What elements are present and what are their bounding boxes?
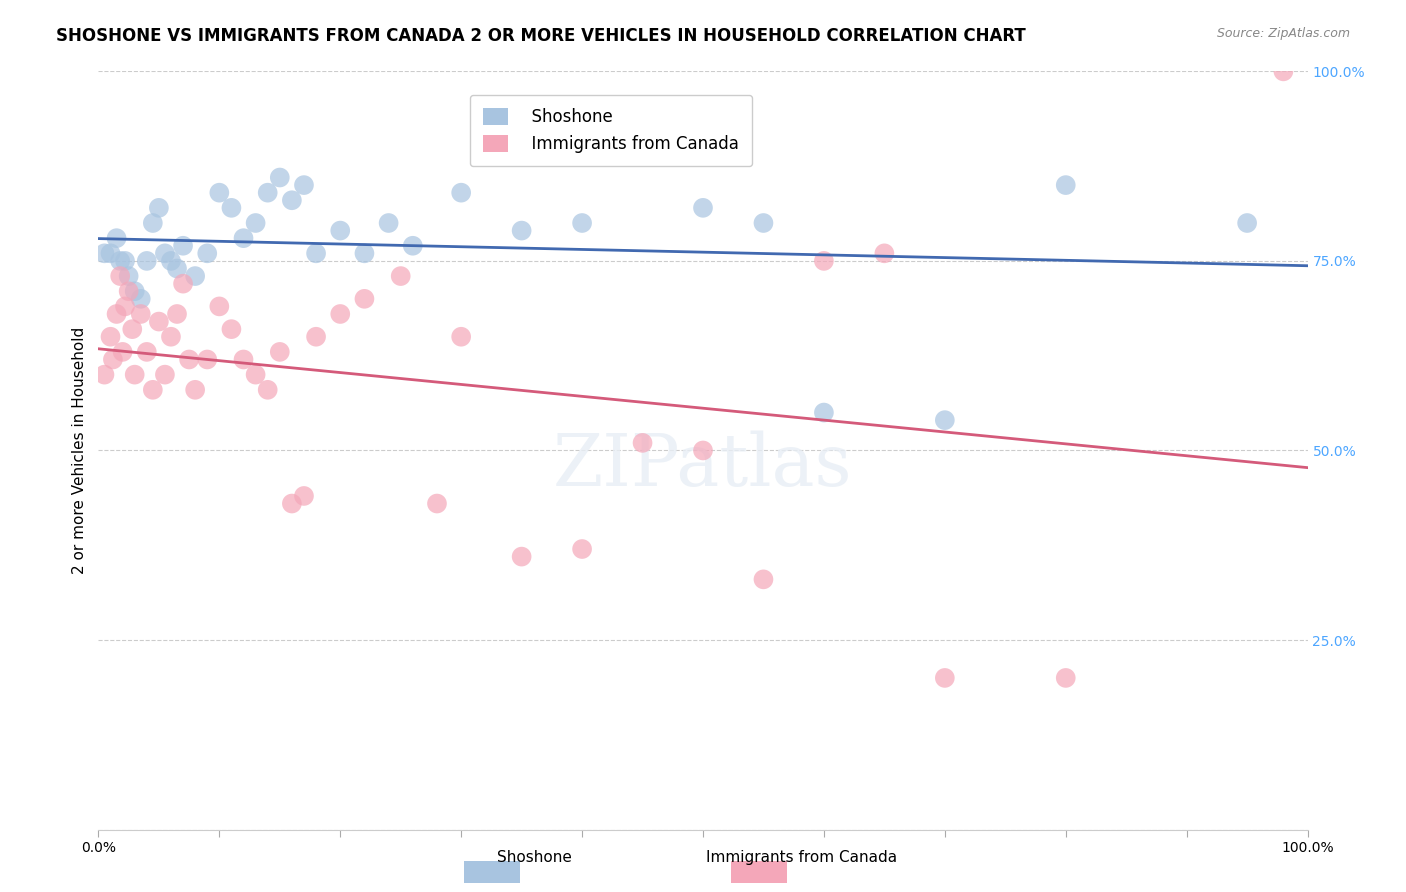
Point xyxy=(571,541,593,557)
Point xyxy=(245,216,267,230)
Point xyxy=(93,246,115,260)
Point xyxy=(111,344,134,359)
Point xyxy=(93,368,115,382)
Point xyxy=(153,246,176,260)
Point xyxy=(160,330,183,344)
Point xyxy=(166,307,188,321)
Point xyxy=(179,352,201,367)
Point xyxy=(571,216,593,230)
Point xyxy=(108,269,131,284)
Point xyxy=(269,344,291,359)
Point xyxy=(153,368,176,382)
Point xyxy=(108,253,131,268)
Point xyxy=(692,201,714,215)
Point xyxy=(160,253,183,268)
Point xyxy=(105,307,128,321)
Point xyxy=(129,292,152,306)
Point xyxy=(124,368,146,382)
Point xyxy=(114,300,136,314)
Point xyxy=(195,352,218,367)
Point xyxy=(129,307,152,321)
Point xyxy=(873,246,896,260)
Point xyxy=(305,246,328,260)
Point xyxy=(135,344,157,359)
Point xyxy=(148,201,170,215)
Point xyxy=(305,330,328,344)
Point xyxy=(245,368,267,382)
Point xyxy=(195,246,218,260)
Text: Source: ZipAtlas.com: Source: ZipAtlas.com xyxy=(1216,27,1350,40)
Point xyxy=(402,238,425,253)
Point xyxy=(934,671,956,685)
Point xyxy=(450,330,472,344)
Y-axis label: 2 or more Vehicles in Household: 2 or more Vehicles in Household xyxy=(72,326,87,574)
Point xyxy=(256,186,278,200)
Point xyxy=(329,223,352,237)
Point xyxy=(813,253,835,268)
Point xyxy=(121,322,143,336)
Point xyxy=(114,253,136,268)
Point xyxy=(353,246,375,260)
Point xyxy=(510,223,533,237)
Point xyxy=(166,261,188,276)
Point xyxy=(692,443,714,458)
Point xyxy=(934,413,956,427)
Point xyxy=(389,269,412,284)
Text: Shoshone: Shoshone xyxy=(496,850,572,865)
Point xyxy=(281,194,304,208)
Point xyxy=(184,383,207,397)
Point xyxy=(752,573,775,587)
Point xyxy=(172,238,194,253)
Point xyxy=(426,496,449,510)
Text: SHOSHONE VS IMMIGRANTS FROM CANADA 2 OR MORE VEHICLES IN HOUSEHOLD CORRELATION C: SHOSHONE VS IMMIGRANTS FROM CANADA 2 OR … xyxy=(56,27,1026,45)
Point xyxy=(142,383,165,397)
Point xyxy=(232,352,254,367)
Point xyxy=(353,292,375,306)
Point xyxy=(135,253,157,268)
Point xyxy=(329,307,352,321)
Legend:   Shoshone,   Immigrants from Canada: Shoshone, Immigrants from Canada xyxy=(470,95,752,166)
Point xyxy=(208,300,231,314)
Point xyxy=(292,489,315,503)
Point xyxy=(752,216,775,230)
Text: Immigrants from Canada: Immigrants from Canada xyxy=(706,850,897,865)
Point xyxy=(1054,671,1077,685)
Point xyxy=(172,277,194,291)
Point xyxy=(1272,64,1295,78)
Point xyxy=(1054,178,1077,193)
Point xyxy=(100,246,122,260)
Point xyxy=(105,231,128,245)
Point xyxy=(256,383,278,397)
Point xyxy=(148,315,170,329)
Point xyxy=(142,216,165,230)
Point xyxy=(281,496,304,510)
Point xyxy=(232,231,254,245)
Point xyxy=(1236,216,1258,230)
Point xyxy=(184,269,207,284)
Point xyxy=(221,322,243,336)
Point xyxy=(118,269,141,284)
Point xyxy=(631,436,654,450)
Point xyxy=(208,186,231,200)
Text: R = 0.436   N = 45: R = 0.436 N = 45 xyxy=(474,135,630,153)
Text: ZIPatlas: ZIPatlas xyxy=(553,430,853,501)
Point xyxy=(292,178,315,193)
Point xyxy=(510,549,533,564)
Point xyxy=(118,285,141,299)
Point xyxy=(450,186,472,200)
Point xyxy=(377,216,399,230)
Point xyxy=(221,201,243,215)
Text: R = 0.108   N = 39: R = 0.108 N = 39 xyxy=(474,96,630,114)
Point xyxy=(269,170,291,185)
Point xyxy=(101,352,124,367)
Point xyxy=(100,330,122,344)
Point xyxy=(813,405,835,420)
Point xyxy=(124,285,146,299)
